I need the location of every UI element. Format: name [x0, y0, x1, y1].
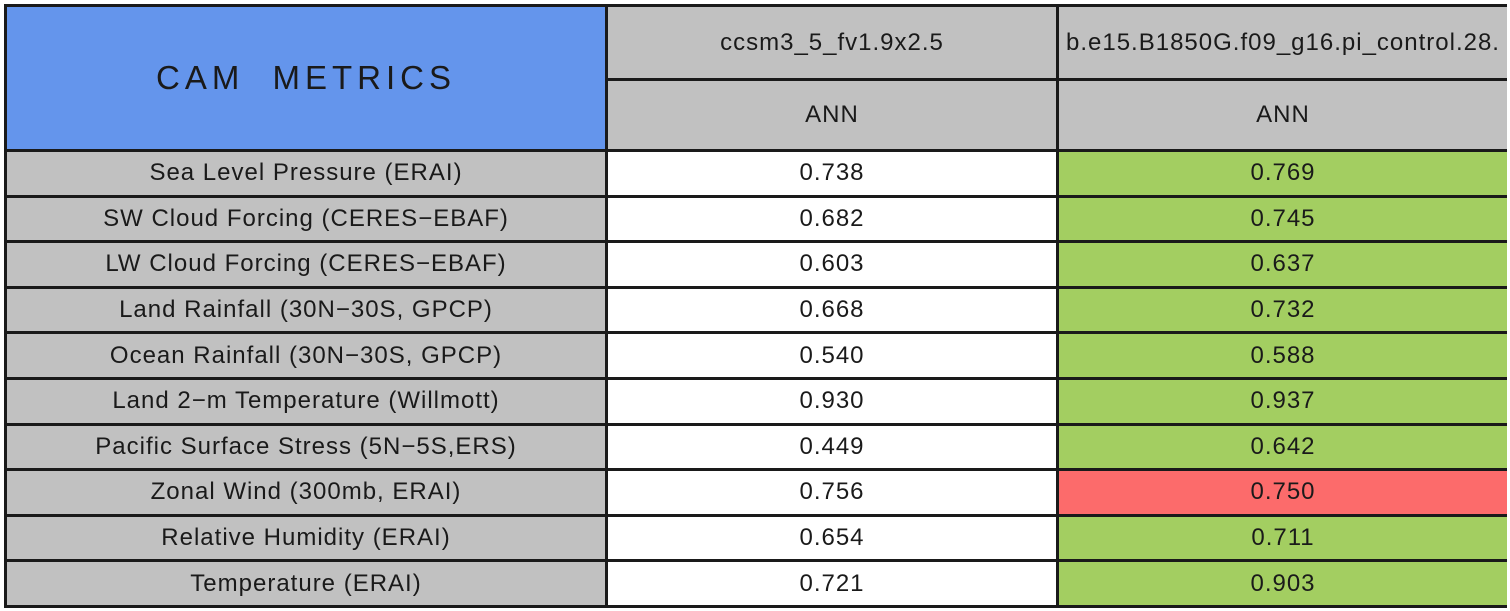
season-header-case2: ANN [1056, 78, 1507, 152]
table-row: Sea Level Pressure (ERAI) 0.738 0.769 [4, 149, 1507, 198]
model-name-wrap: b.e15.B1850G.f09_g16.pi_control.28. [1059, 29, 1507, 57]
metric-value-case1: 0.930 [605, 376, 1059, 426]
model-header-row: CAM METRICS ccsm3_5_fv1.9x2.5 b.e15.B185… [4, 4, 1507, 152]
metric-label: Pacific Surface Stress (5N−5S,ERS) [4, 422, 608, 472]
metric-label: Land 2−m Temperature (Willmott) [4, 376, 608, 426]
metric-label: Land Rainfall (30N−30S, GPCP) [4, 285, 608, 335]
metric-value-case2: 0.588 [1056, 331, 1507, 380]
cam-metrics-table-wrap: CAM METRICS ccsm3_5_fv1.9x2.5 b.e15.B185… [4, 4, 1507, 608]
metric-value-case2: 0.937 [1056, 376, 1507, 426]
table-title: CAM METRICS [156, 59, 456, 96]
metric-label: Relative Humidity (ERAI) [4, 513, 608, 563]
metric-value-case2: 0.903 [1056, 559, 1507, 608]
model-name-wrap: ccsm3_5_fv1.9x2.5 [608, 29, 1056, 57]
metric-value-case1: 0.721 [605, 559, 1059, 608]
metric-value-case2: 0.750 [1056, 468, 1507, 517]
metric-value-case2: 0.637 [1056, 240, 1507, 289]
metric-value-case1: 0.668 [605, 285, 1059, 335]
metric-value-case1: 0.540 [605, 331, 1059, 380]
metric-label: Sea Level Pressure (ERAI) [4, 149, 608, 198]
metric-value-case2: 0.711 [1056, 513, 1507, 563]
metric-label: Ocean Rainfall (30N−30S, GPCP) [4, 331, 608, 380]
metric-value-case1: 0.756 [605, 468, 1059, 517]
metric-value-case1: 0.738 [605, 149, 1059, 198]
table-row: Land 2−m Temperature (Willmott) 0.930 0.… [4, 376, 1507, 426]
table-row: LW Cloud Forcing (CERES−EBAF) 0.603 0.63… [4, 240, 1507, 289]
metric-value-case2: 0.745 [1056, 194, 1507, 244]
table-row: Land Rainfall (30N−30S, GPCP) 0.668 0.73… [4, 285, 1507, 335]
season-header-case1: ANN [605, 78, 1059, 152]
metric-value-case1: 0.449 [605, 422, 1059, 472]
table-row: Pacific Surface Stress (5N−5S,ERS) 0.449… [4, 422, 1507, 472]
metric-label: Zonal Wind (300mb, ERAI) [4, 468, 608, 517]
table-title-cell: CAM METRICS [4, 4, 608, 152]
metric-label: SW Cloud Forcing (CERES−EBAF) [4, 194, 608, 244]
model-header-case2: b.e15.B1850G.f09_g16.pi_control.28. [1056, 4, 1507, 81]
season-header-row: ANN ANN [6, 78, 1507, 152]
cam-metrics-table: CAM METRICS ccsm3_5_fv1.9x2.5 b.e15.B185… [4, 4, 1507, 608]
model-name-case1: ccsm3_5_fv1.9x2.5 [720, 28, 944, 56]
metric-value-case2: 0.642 [1056, 422, 1507, 472]
model-name-case2: b.e15.B1850G.f09_g16.pi_control.28. [1066, 28, 1500, 56]
model-header-case1: ccsm3_5_fv1.9x2.5 [605, 4, 1059, 81]
metric-value-case1: 0.682 [605, 194, 1059, 244]
table-row: Ocean Rainfall (30N−30S, GPCP) 0.540 0.5… [4, 331, 1507, 380]
metric-label: LW Cloud Forcing (CERES−EBAF) [4, 240, 608, 289]
table-row: Relative Humidity (ERAI) 0.654 0.711 [4, 513, 1507, 563]
metric-value-case1: 0.654 [605, 513, 1059, 563]
metric-value-case2: 0.732 [1056, 285, 1507, 335]
metric-label: Temperature (ERAI) [4, 559, 608, 608]
table-row: Zonal Wind (300mb, ERAI) 0.756 0.750 [4, 468, 1507, 517]
metric-value-case2: 0.769 [1056, 149, 1507, 198]
table-row: Temperature (ERAI) 0.721 0.903 [4, 559, 1507, 608]
table-row: SW Cloud Forcing (CERES−EBAF) 0.682 0.74… [4, 194, 1507, 244]
metric-value-case1: 0.603 [605, 240, 1059, 289]
